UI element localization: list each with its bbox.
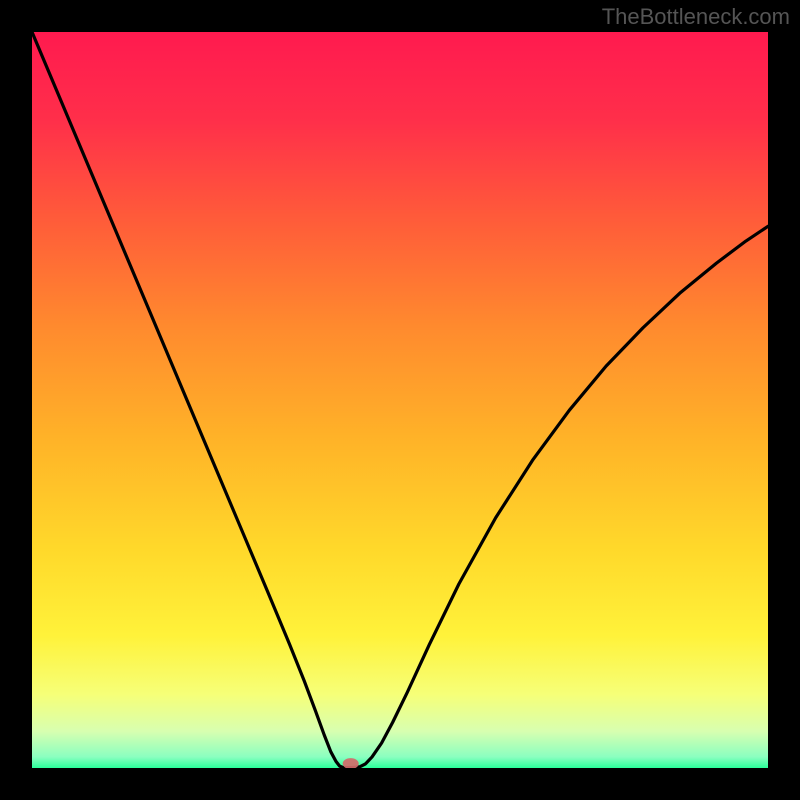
bottleneck-chart <box>32 32 768 768</box>
watermark-text: TheBottleneck.com <box>602 4 790 30</box>
chart-stage: TheBottleneck.com <box>0 0 800 800</box>
gradient-background <box>32 32 768 768</box>
